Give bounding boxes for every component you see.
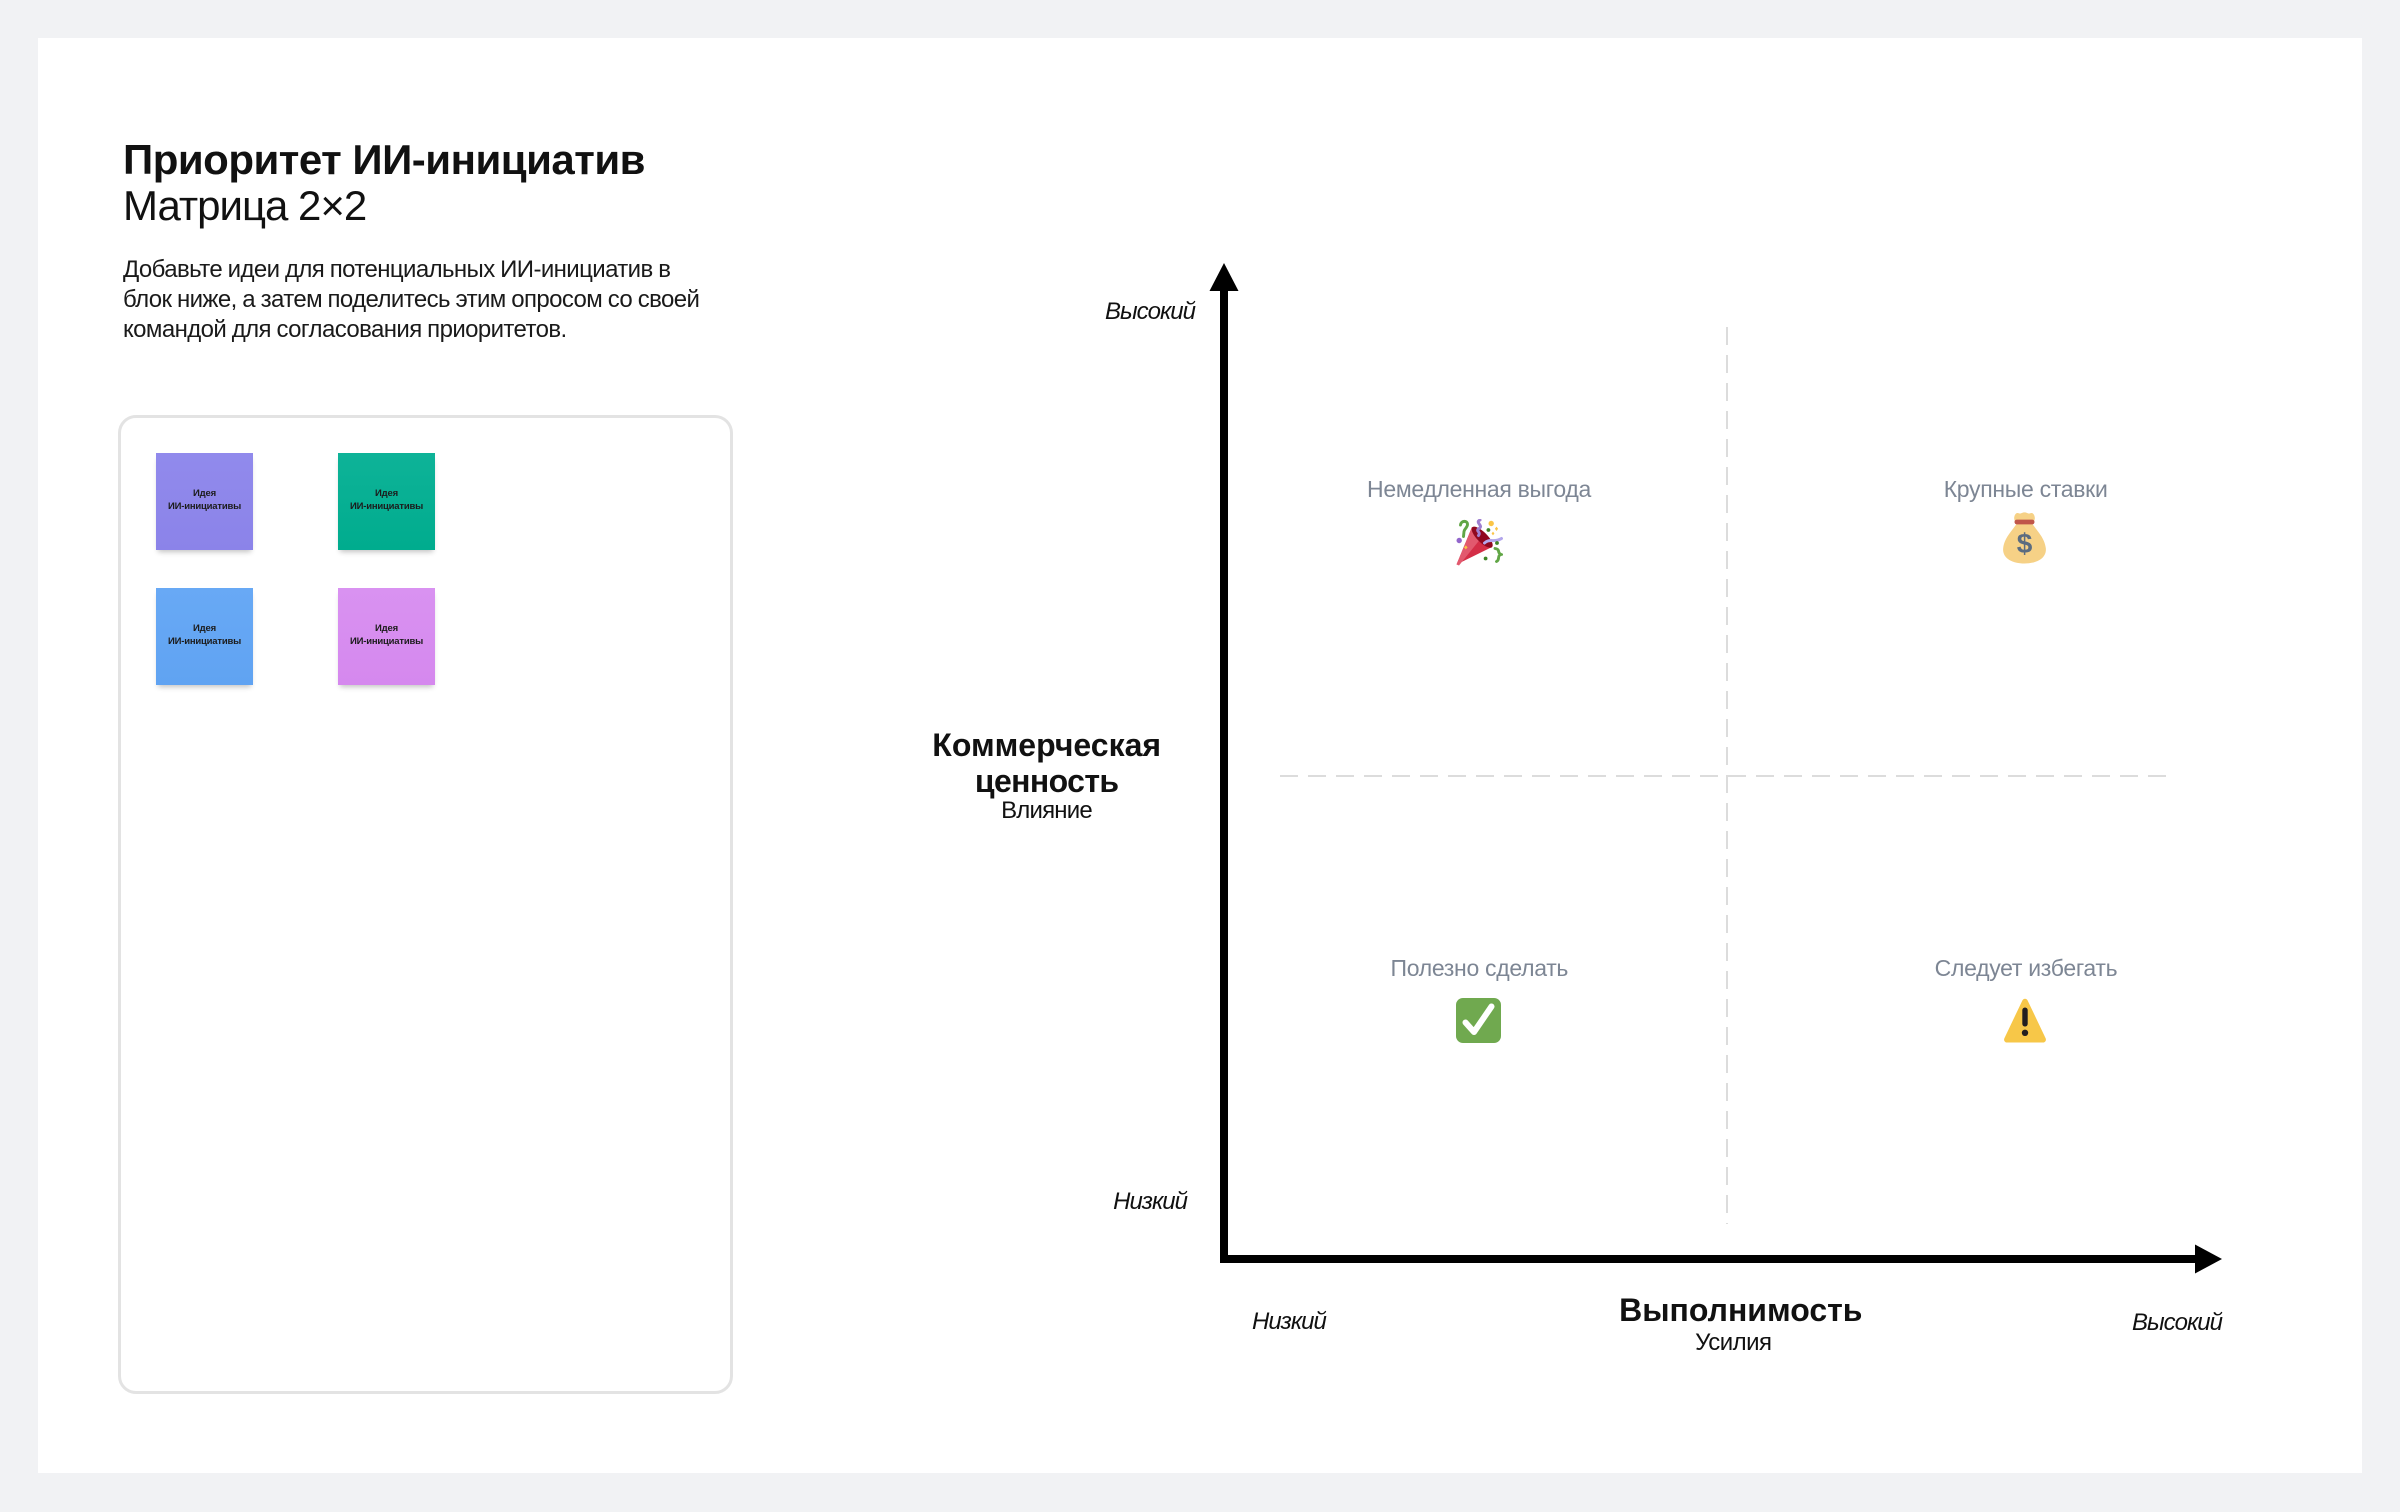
- svg-text:$: $: [2017, 528, 2033, 559]
